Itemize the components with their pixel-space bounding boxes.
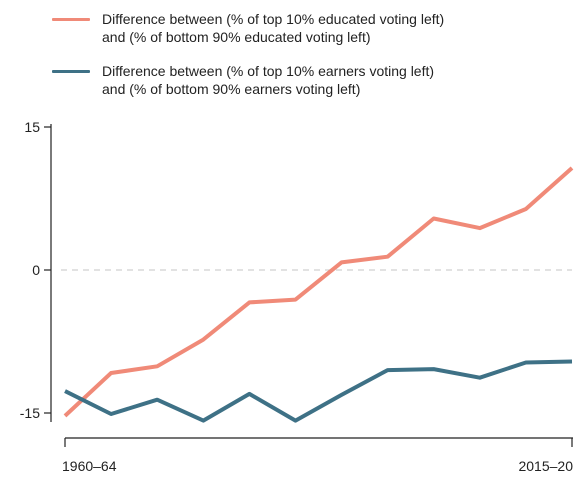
y-tick-label-2: -15: [20, 405, 40, 421]
x-tick-label-0: 1960–64: [62, 458, 117, 474]
legend-label-education: Difference between (% of top 10% educate…: [102, 11, 445, 45]
series-line-education: [63, 166, 574, 418]
y-tick-label-1: 0: [32, 262, 40, 278]
series-line-income: [64, 359, 573, 423]
x-tick-label-1: 2015–20: [518, 458, 573, 474]
legend-swatch-income: [52, 70, 90, 73]
legend-swatch-education: [52, 18, 90, 21]
legend-label-income: Difference between (% of top 10% earners…: [102, 63, 435, 97]
y-tick-label-0: 15: [24, 119, 40, 135]
